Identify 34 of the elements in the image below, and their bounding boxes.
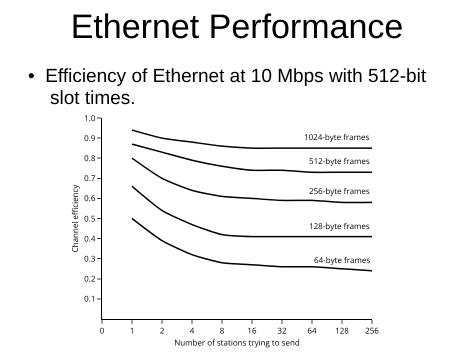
x-tick-label: 2 [160,326,165,337]
y-tick-label: 0.6 [84,193,96,204]
y-axis-title: Channel efficiency [70,184,81,252]
line-series [131,143,372,174]
line-series [131,186,372,238]
line-series [131,129,372,149]
series-label: 64-byte frames [314,255,370,266]
x-tick-label: 256 [365,326,380,337]
x-axis-title: Number of stations trying to send [174,338,300,349]
chart-subtitle: • Efficiency of Ethernet at 10 Mbps with 512-bit slot times. [28,66,428,110]
line-series [131,157,372,204]
x-tick-label: 64 [307,326,317,337]
y-tick-label: 0.9 [84,132,96,144]
series-label: 512-byte frames [309,156,370,167]
x-tick-label: 0 [100,326,105,337]
series-label: 256-byte frames [309,186,370,197]
y-tick-label: 0.8 [84,153,96,164]
x-tick-label: 4 [190,326,195,337]
y-tick-label: 0.4 [84,233,96,244]
x-tick-label: 16 [247,326,257,337]
y-tick-label: 1.0 [84,112,96,124]
series-label: 1024-byte frames [304,132,370,143]
line-series [131,218,372,272]
y-tick-label: 0.7 [84,173,96,184]
series-label: 128-byte frames [309,221,370,232]
x-tick-label: 1 [130,326,134,337]
chart-title: Ethernet Performance [70,8,404,47]
x-tick-label: 128 [335,326,350,337]
y-tick-label: 0.5 [84,213,96,224]
y-tick-label: 0.2 [84,274,96,285]
x-tick-label: 8 [220,326,225,337]
x-tick-label: 32 [277,326,287,337]
y-tick-label: 0.3 [84,254,96,264]
y-tick-label: 0.1 [84,294,96,305]
